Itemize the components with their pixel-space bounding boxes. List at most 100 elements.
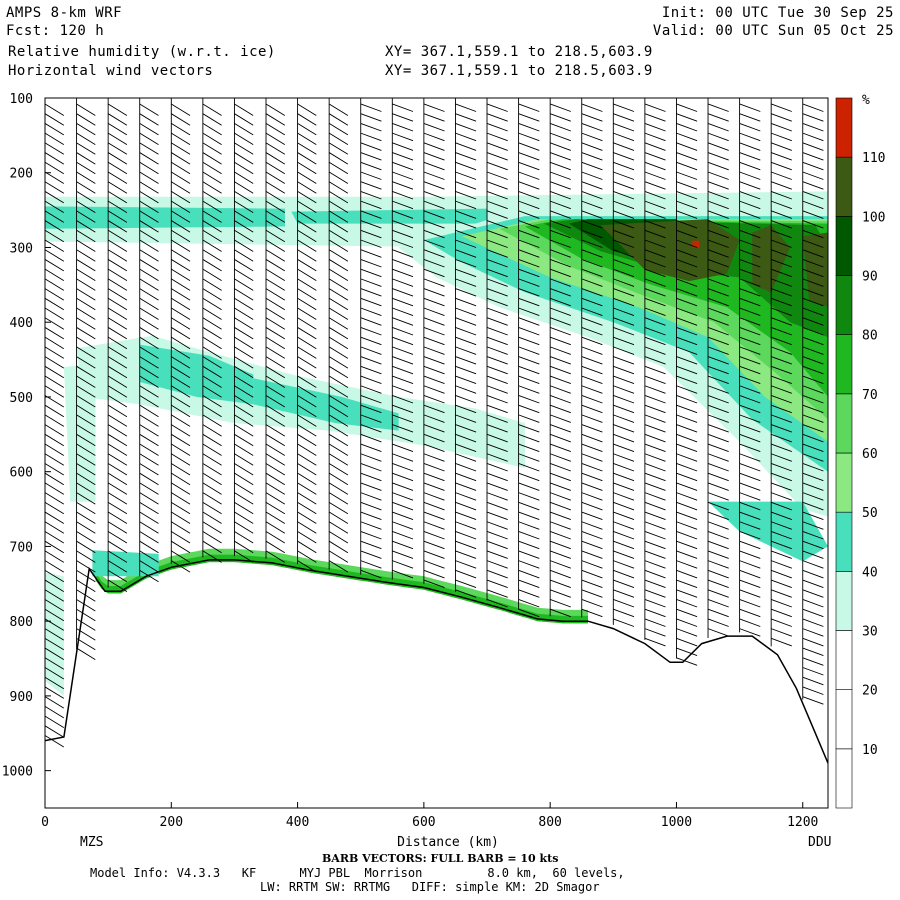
barb-1 — [76, 171, 96, 184]
barb-9 — [328, 200, 349, 213]
barb-13 — [455, 336, 477, 346]
barb-6 — [234, 511, 254, 524]
barb-22 — [739, 239, 761, 248]
barb-7 — [265, 443, 286, 456]
barb-21 — [707, 210, 729, 219]
barb-12 — [423, 443, 445, 453]
barb-16 — [550, 414, 571, 423]
barb-15 — [518, 259, 540, 268]
barb-0 — [45, 550, 65, 563]
barb-16 — [550, 424, 571, 433]
barb-3 — [139, 132, 159, 145]
barb-10 — [360, 103, 382, 112]
barb-6 — [234, 424, 254, 437]
barb-5 — [202, 142, 222, 155]
barb-5 — [202, 404, 222, 418]
barb-2 — [107, 375, 128, 388]
barb-2 — [107, 103, 128, 116]
barb-7 — [265, 132, 286, 145]
barb-1 — [76, 569, 96, 583]
barb-21 — [707, 142, 729, 151]
barb-4 — [171, 181, 191, 194]
barb-12 — [423, 463, 445, 472]
barb-17 — [581, 365, 603, 375]
barb-22 — [739, 142, 761, 151]
barb-13 — [455, 171, 477, 180]
barb-16 — [550, 375, 571, 385]
barb-21 — [707, 132, 729, 142]
barb-15 — [518, 521, 540, 530]
barb-15 — [518, 511, 540, 521]
barb-12 — [423, 259, 445, 268]
barb-9 — [328, 229, 349, 243]
barb-20 — [676, 190, 698, 200]
barb-15 — [518, 492, 540, 501]
field-wind-label: Horizontal wind vectors — [8, 63, 214, 79]
barb-21 — [707, 161, 729, 171]
barb-6 — [234, 336, 254, 350]
barb-22 — [739, 463, 761, 472]
barb-14 — [486, 327, 508, 336]
barb-0 — [45, 424, 65, 437]
barb-6 — [234, 132, 254, 145]
barb-3 — [139, 142, 159, 155]
barb-8 — [297, 229, 317, 243]
barb-14 — [486, 346, 508, 355]
barb-16 — [550, 336, 571, 346]
barb-11 — [392, 122, 414, 132]
barb-13 — [455, 550, 477, 559]
barb-13 — [455, 501, 477, 511]
barb-4 — [171, 375, 191, 388]
barb-6 — [234, 307, 254, 320]
barb-11 — [392, 142, 414, 151]
barb-13 — [455, 181, 477, 190]
barb-21 — [707, 229, 729, 239]
colorbar-swatch — [835, 630, 853, 690]
barb-17 — [581, 482, 603, 491]
barb-18 — [613, 307, 635, 317]
barb-8 — [297, 521, 317, 534]
barb-22 — [739, 327, 761, 336]
barb-20 — [676, 288, 698, 297]
barb-0 — [45, 579, 65, 592]
barb-23 — [771, 375, 792, 385]
barb-5 — [202, 220, 222, 233]
barb-4 — [171, 453, 191, 466]
barb-9 — [328, 463, 349, 476]
barb-13 — [455, 511, 477, 521]
barb-19 — [644, 579, 666, 589]
barb-5 — [202, 540, 222, 554]
barb-18 — [613, 200, 635, 210]
barb-9 — [328, 327, 349, 340]
barb-9 — [328, 288, 349, 301]
barb-8 — [297, 531, 317, 544]
barb-6 — [234, 443, 254, 456]
barb-12 — [423, 492, 445, 501]
barb-20 — [676, 453, 698, 462]
barb-23 — [771, 501, 792, 511]
barb-14 — [486, 414, 508, 423]
barb-20 — [676, 657, 698, 666]
barb-15 — [518, 220, 540, 229]
barb-8 — [297, 200, 317, 213]
barb-5 — [202, 229, 222, 243]
barb-11 — [392, 239, 414, 248]
barb-0 — [45, 278, 65, 291]
barb-10 — [360, 569, 382, 579]
barb-2 — [107, 433, 128, 447]
barb-23 — [771, 220, 792, 229]
barb-17 — [581, 229, 603, 239]
barb-2 — [107, 288, 128, 301]
barb-16 — [550, 190, 571, 200]
barb-1 — [76, 152, 96, 165]
barb-15 — [518, 152, 540, 161]
barb-20 — [676, 482, 698, 491]
barb-3 — [139, 161, 159, 175]
barb-10 — [360, 404, 382, 414]
barb-22 — [739, 404, 761, 414]
barb-4 — [171, 307, 191, 320]
barb-23 — [771, 365, 792, 375]
barb-13 — [455, 297, 477, 307]
barb-14 — [486, 453, 508, 462]
barb-16 — [550, 472, 571, 482]
